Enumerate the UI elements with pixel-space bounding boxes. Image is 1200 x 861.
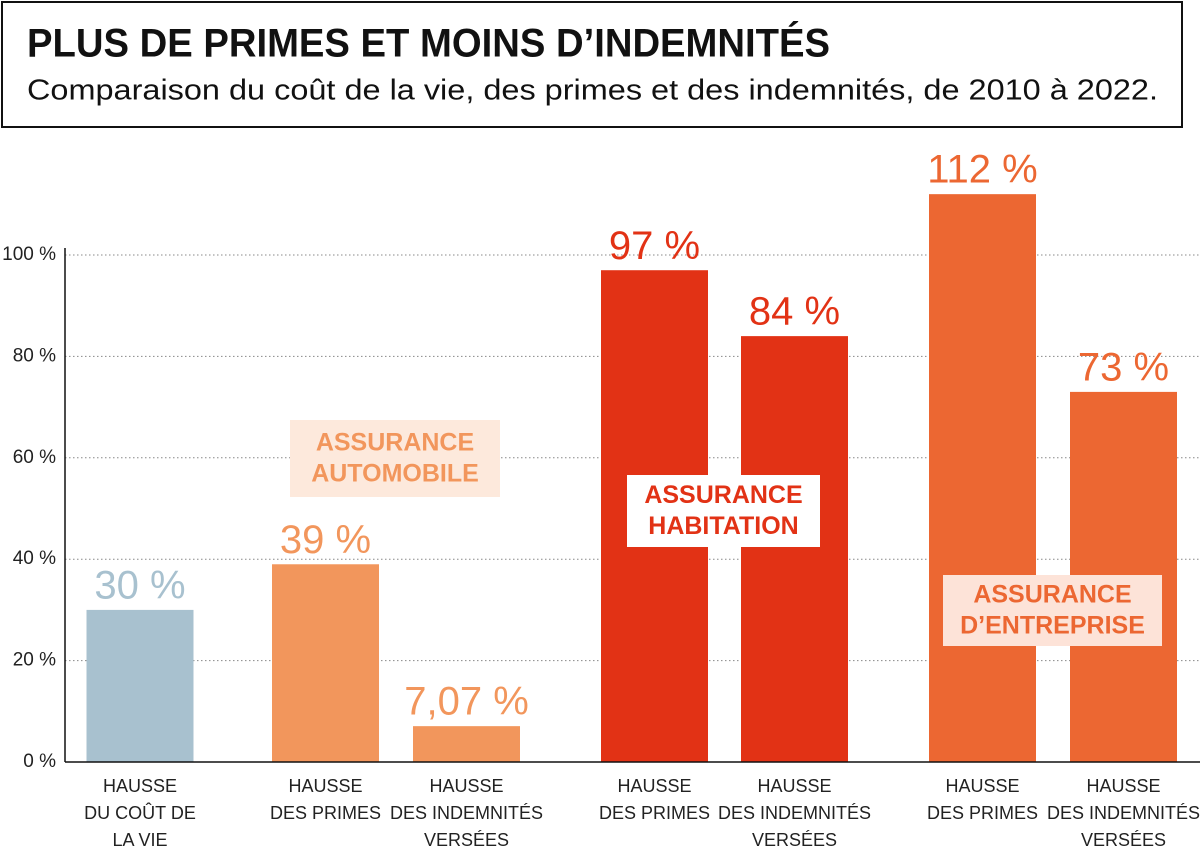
x-tick-label: HAUSSE DES INDEMNITÉS VERSÉES (718, 776, 871, 850)
annotation-label: ASSURANCE D’ENTREPRISE (960, 580, 1145, 639)
y-tick-label: 40 % (13, 548, 56, 569)
value-label: 84 % (749, 290, 840, 334)
annotation-label: ASSURANCE HABITATION (644, 481, 802, 540)
value-label: 7,07 % (404, 680, 529, 724)
bar (413, 726, 520, 762)
x-tick-label: HAUSSE DES INDEMNITÉS VERSÉES (390, 776, 543, 850)
x-tick-label: HAUSSE DES PRIMES (270, 776, 381, 823)
x-tick-label: HAUSSE DES PRIMES (927, 776, 1038, 823)
y-tick-label: 20 % (13, 650, 56, 671)
annotation-label: ASSURANCE AUTOMOBILE (311, 428, 479, 487)
bar (272, 564, 379, 762)
y-tick-label: 0 % (23, 751, 56, 772)
x-tick-label: HAUSSE DES PRIMES (599, 776, 710, 823)
y-tick-label: 100 % (2, 244, 56, 265)
y-tick-label: 80 % (13, 345, 56, 366)
bar (929, 194, 1036, 762)
value-label: 73 % (1078, 345, 1169, 389)
chart-subtitle: Comparaison du coût de la vie, des prime… (27, 75, 1158, 107)
value-label: 97 % (609, 224, 700, 268)
x-tick-label: HAUSSE DU COÛT DE LA VIE (84, 776, 196, 850)
annotation-box (943, 575, 1162, 646)
x-tick-label: HAUSSE DES INDEMNITÉS VERSÉES (1047, 776, 1200, 850)
annotation-box (627, 475, 820, 547)
bar (86, 609, 194, 762)
value-label: 112 % (927, 148, 1037, 192)
bar (741, 336, 848, 762)
title-box (1, 1, 1183, 128)
value-label: 39 % (280, 518, 371, 562)
value-label: 30 % (94, 563, 185, 607)
chart-title: PLUS DE PRIMES ET MOINS D’INDEMNITÉS (27, 21, 830, 66)
annotation-box (290, 420, 500, 497)
y-tick-label: 60 % (13, 447, 56, 468)
